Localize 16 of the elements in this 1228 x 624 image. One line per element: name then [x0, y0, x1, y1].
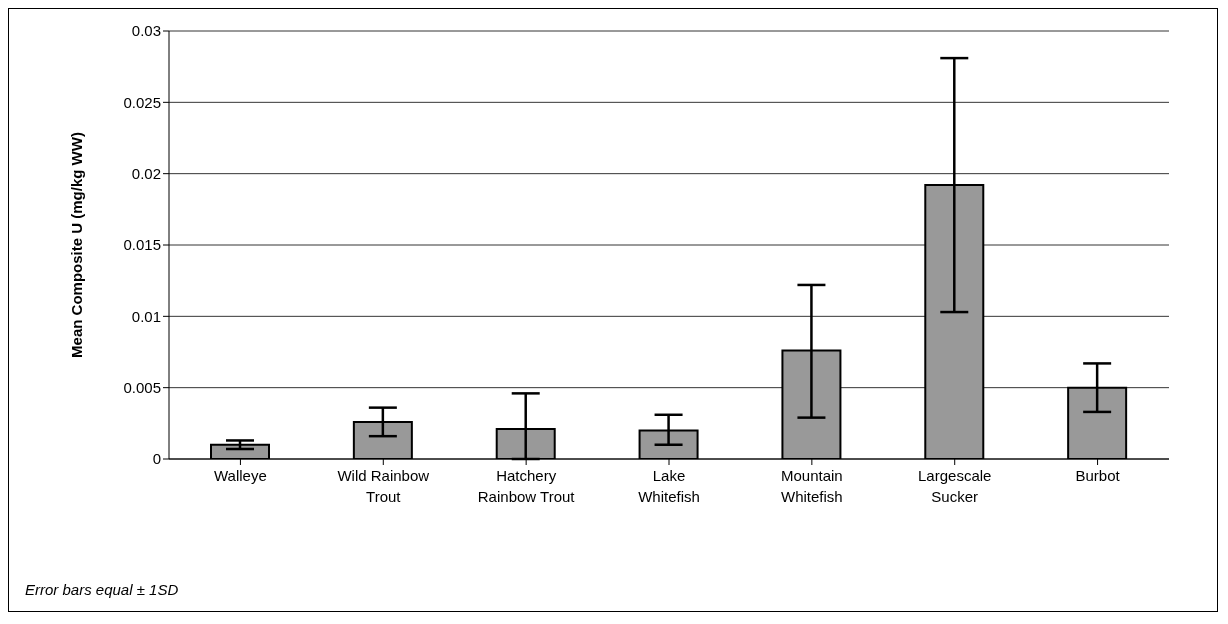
y-tick-label: 0.005: [123, 378, 161, 396]
text: Error bars equal ± 1SD: [25, 581, 179, 598]
x-tick-label: Mountain Whitefish: [781, 467, 843, 505]
x-tick-label: Wild Rainbow Trout: [337, 467, 430, 505]
x-tick-label: Lake Whitefish: [638, 467, 700, 505]
y-tick-label: 0: [152, 450, 161, 468]
y-tick-label: 0.03: [131, 22, 161, 40]
y-tick-label: 0.02: [131, 164, 161, 182]
y-axis-title: Mean Composite U (mg/kg WW): [68, 132, 86, 358]
y-tick-label: 0.025: [123, 93, 161, 111]
x-tick-label: Largescale Sucker: [918, 467, 992, 505]
y-tick-label: 0.015: [123, 236, 161, 254]
x-tick-label: Hatchery Rainbow Trout: [477, 467, 576, 505]
x-tick-label: Walleye: [214, 467, 267, 484]
y-tick-label: 0.01: [131, 307, 161, 325]
x-tick-label: Burbot: [1075, 467, 1121, 484]
